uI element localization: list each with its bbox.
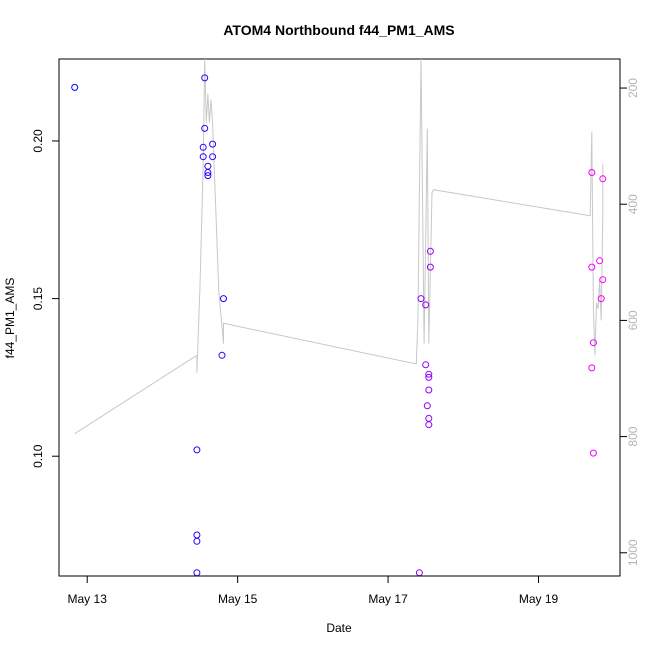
data-point: [417, 295, 425, 303]
data-point: [588, 364, 596, 372]
data-point: [426, 263, 434, 271]
data-point: [425, 370, 433, 378]
data-point: [588, 169, 596, 176]
data-point: [422, 301, 430, 309]
line-layer: [74, 58, 604, 435]
data-point: [209, 140, 217, 148]
data-point: [193, 531, 201, 539]
data-point: [425, 414, 433, 422]
y2-tick-label: 1000: [626, 539, 640, 566]
points-layer: [71, 74, 607, 577]
data-point: [201, 74, 209, 82]
y-tick-label: 0.15: [31, 287, 45, 311]
data-point: [193, 446, 201, 454]
data-point: [201, 124, 209, 132]
y2-tick-label: 800: [626, 426, 640, 446]
y2-tick-label: 200: [626, 78, 640, 98]
data-point: [204, 172, 212, 180]
x-tick-label: May 13: [68, 592, 108, 606]
series-line: [74, 58, 604, 435]
y-tick-label: 0.10: [31, 444, 45, 468]
chart-title: ATOM4 Northbound f44_PM1_AMS: [223, 22, 454, 38]
x-tick-label: May 19: [519, 592, 559, 606]
data-point: [425, 373, 433, 381]
data-point: [599, 276, 607, 284]
data-point: [199, 143, 207, 151]
y2-tick-label: 400: [626, 194, 640, 214]
data-point: [209, 153, 217, 161]
plot-frame: [58, 58, 621, 577]
y2-tick-label: 600: [626, 310, 640, 330]
x-tick-label: May 15: [218, 592, 258, 606]
data-point: [220, 295, 227, 303]
x-tick-label: May 17: [368, 592, 408, 606]
data-point: [71, 83, 79, 91]
y-tick-label: 0.20: [31, 129, 45, 153]
y-axis-label: f44_PM1_AMS: [3, 278, 17, 359]
data-point: [193, 537, 201, 545]
data-point: [204, 162, 212, 170]
data-point: [193, 569, 201, 577]
data-point: [589, 339, 597, 347]
data-point: [597, 295, 605, 303]
data-point: [204, 169, 212, 176]
data-point: [599, 175, 607, 183]
data-point: [218, 351, 226, 359]
data-point: [415, 569, 423, 577]
data-point: [422, 361, 430, 369]
data-point: [425, 386, 433, 394]
data-point: [425, 421, 433, 429]
data-point: [426, 247, 434, 255]
axes-layer: May 13 May 15 May 17 May 19 0.10 0.15 0.20 200 4…: [31, 78, 640, 606]
data-point: [589, 449, 597, 457]
data-point: [423, 402, 431, 410]
data-point: [596, 257, 604, 265]
data-point: [588, 263, 596, 271]
x-axis-label: Date: [326, 621, 352, 635]
data-point: [199, 153, 207, 161]
